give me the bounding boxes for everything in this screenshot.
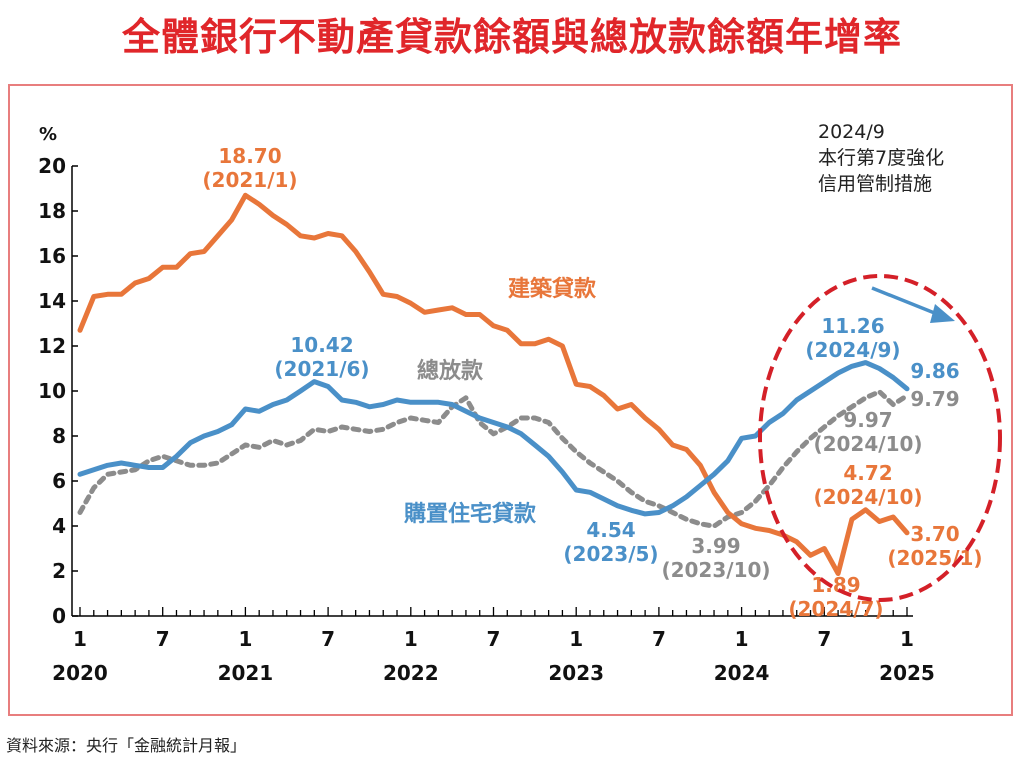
series-label-housing: 購置住宅貸款 — [404, 501, 537, 527]
x-tick-label: 7 — [156, 627, 170, 651]
y-tick-label: 14 — [38, 289, 66, 313]
highlight-ellipse — [758, 274, 1002, 602]
y-tick-label: 0 — [52, 604, 66, 628]
series-line-construction — [77, 192, 910, 576]
data-label-value: 18.70 — [218, 144, 281, 168]
series-line-total — [77, 389, 910, 529]
data-label-value: 9.79 — [910, 387, 959, 411]
y-tick-label: 12 — [38, 334, 66, 358]
data-label-value: 4.72 — [843, 461, 892, 485]
x-year-label: 2025 — [879, 661, 935, 685]
y-axis-unit: % — [39, 124, 57, 145]
x-year-label: 2023 — [548, 661, 604, 685]
data-label-date: (2023/10) — [661, 558, 770, 582]
data-label-value: 11.26 — [821, 314, 884, 338]
data-label-value: 4.54 — [586, 518, 635, 542]
x-tick-label: 7 — [652, 627, 666, 651]
y-tick-label: 10 — [38, 379, 66, 403]
x-tick-label: 7 — [321, 627, 335, 651]
policy-note-line: 信用管制措施 — [818, 173, 932, 195]
x-tick-label: 1 — [900, 627, 914, 651]
data-label-date: (2021/6) — [274, 357, 369, 381]
arrow-shaft — [871, 286, 943, 318]
data-label-value: 3.99 — [691, 534, 740, 558]
data-label-date: (2024/10) — [813, 485, 922, 509]
axes: 0 2 4 6 8 10 12 14 16 18 20% 1 2020 7 1 2021 7 1 2022 7 1 202… — [38, 124, 935, 685]
series-label-total: 總放款 — [417, 358, 484, 384]
chart-frame — [8, 84, 1013, 716]
y-tick-label: 2 — [52, 559, 66, 583]
data-label-value: 9.86 — [910, 359, 959, 383]
series-line-housing — [77, 360, 910, 517]
y-tick-label: 6 — [52, 469, 66, 493]
series-layer — [77, 192, 910, 576]
data-label-date: (2021/1) — [202, 168, 297, 192]
y-tick-label: 18 — [38, 199, 66, 223]
x-year-label: 2021 — [218, 661, 274, 685]
x-tick-label: 7 — [487, 627, 501, 651]
x-tick-label: 1 — [569, 627, 583, 651]
data-label-value: 10.42 — [290, 333, 353, 357]
x-year-label: 2020 — [52, 661, 108, 685]
x-year-label: 2022 — [383, 661, 439, 685]
x-tick-label: 1 — [404, 627, 418, 651]
y-tick-label: 4 — [52, 514, 66, 538]
data-label-date: (2024/10) — [813, 432, 922, 456]
x-year-label: 2024 — [714, 661, 770, 685]
data-label-value: 1.89 — [811, 573, 860, 597]
x-tick-label: 1 — [735, 627, 749, 651]
policy-note-line: 2024/9 — [818, 121, 885, 143]
series-label-construction: 建築貸款 — [508, 276, 597, 302]
y-tick-label: 20 — [38, 154, 66, 178]
data-label-value: 3.70 — [910, 522, 959, 546]
data-label-date: (2024/9) — [805, 338, 900, 362]
x-tick-label: 7 — [817, 627, 831, 651]
chart-title: 全體銀行不動產貸款餘額與總放款餘額年增率 — [121, 14, 902, 59]
source-note: 資料來源：央行「金融統計月報」 — [6, 736, 247, 755]
y-tick-label: 16 — [38, 244, 66, 268]
x-tick-label: 1 — [73, 627, 87, 651]
arrow-head-icon — [930, 304, 955, 323]
policy-note-line: 本行第7度強化 — [818, 147, 944, 169]
data-label-date: (2023/5) — [563, 542, 658, 566]
y-tick-label: 8 — [52, 424, 66, 448]
x-tick-label: 1 — [238, 627, 252, 651]
data-label-value: 9.97 — [843, 408, 892, 432]
